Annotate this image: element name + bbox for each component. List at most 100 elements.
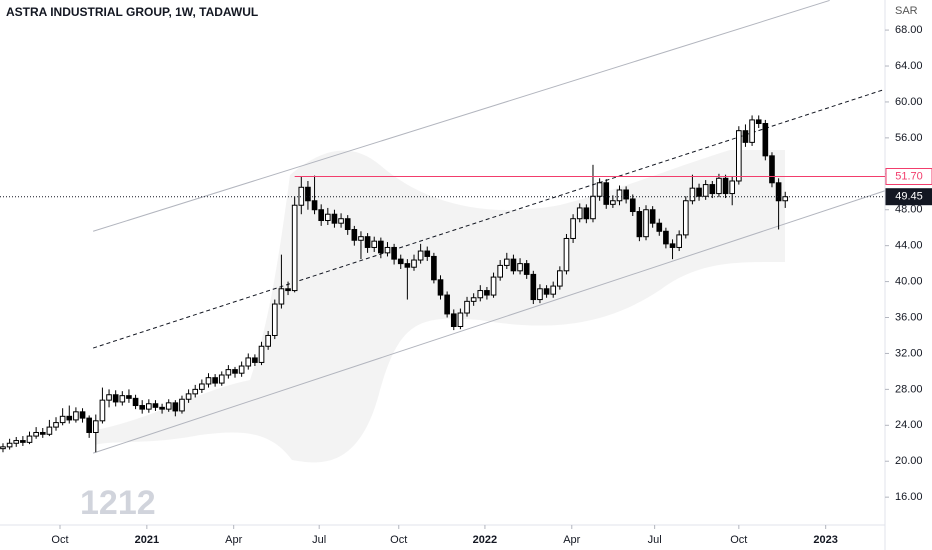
chart-title: ASTRA INDUSTRIAL GROUP, 1W, TADAWUL [6, 5, 258, 19]
candle-body [769, 155, 775, 184]
candle-body [351, 228, 358, 241]
candle-body [702, 184, 709, 197]
y-tick-label: 64.00 [895, 60, 923, 72]
candle-body [510, 258, 517, 272]
trend-line [92, 190, 885, 454]
candle-body [736, 130, 742, 182]
y-tick-label: 68.00 [895, 24, 923, 36]
candle-body [371, 240, 378, 248]
candle-body [152, 403, 159, 408]
candle-body [437, 279, 444, 296]
candle-body [431, 255, 437, 281]
candle-body [649, 209, 656, 224]
trend-line [92, 0, 830, 232]
candle-body [576, 207, 583, 220]
candle-body [709, 184, 716, 195]
y-tick-label: 44.00 [895, 240, 923, 252]
candle-body [159, 406, 165, 410]
candle-body [53, 422, 59, 428]
candle-body [563, 237, 570, 272]
candle-body [616, 189, 623, 202]
candle-body [6, 442, 13, 448]
candle-body [165, 402, 172, 410]
candle-body [669, 243, 676, 248]
candle-body [623, 189, 629, 200]
candle-body [112, 394, 119, 403]
candle-body [663, 230, 669, 245]
price-label: 51.70 [895, 170, 923, 182]
candle-body [258, 345, 265, 363]
candle-body [179, 398, 185, 412]
candle-body [285, 288, 291, 292]
candle-body [656, 222, 663, 232]
candle-body [245, 357, 252, 367]
candle-body [470, 297, 477, 302]
candle-body [172, 402, 179, 412]
candle-body [391, 246, 397, 260]
x-tick-label: Apr [563, 534, 580, 546]
y-tick-label: 16.00 [895, 491, 923, 503]
candle-body [530, 273, 537, 301]
y-tick-label: 20.00 [895, 455, 923, 467]
candle-body [126, 395, 132, 399]
y-tick-label: 32.00 [895, 347, 923, 359]
candle-body [397, 258, 404, 265]
price-label-box [885, 188, 932, 206]
candle-body [33, 431, 39, 437]
candle-body [132, 397, 139, 407]
candle-body [503, 258, 510, 266]
candle-body [218, 374, 225, 384]
candle-body [543, 288, 550, 295]
y-tick-label: 48.00 [895, 204, 923, 216]
candle-body [464, 300, 470, 314]
y-tick-label: 28.00 [895, 383, 923, 395]
candle-body [643, 209, 649, 238]
y-tick-label: 56.00 [895, 132, 923, 144]
candle-body [729, 180, 736, 195]
candle-body [364, 236, 371, 248]
candle-body [490, 276, 497, 296]
candle-body [775, 182, 782, 202]
candle-body [590, 195, 596, 220]
candle-body [344, 218, 351, 230]
candle-body [252, 357, 258, 363]
candle-body [212, 377, 218, 384]
candle-body [106, 394, 112, 401]
candle-body [411, 259, 417, 268]
x-tick-label: 2023 [813, 534, 837, 546]
price-label: 49.45 [895, 191, 923, 203]
candle-body [79, 411, 86, 419]
x-tick-label: 2021 [135, 534, 159, 546]
candle-body [324, 213, 331, 222]
candle-body [278, 288, 285, 305]
candle-body [749, 119, 755, 143]
candle-body [338, 218, 344, 224]
candle-body [318, 209, 325, 222]
candle-body [205, 377, 212, 385]
candle-body [722, 177, 729, 195]
candle-body [225, 369, 232, 376]
candle-body [232, 369, 238, 374]
candle-body [92, 420, 99, 433]
candle-body [742, 130, 749, 143]
candle-body [13, 440, 20, 444]
candle-body [762, 123, 769, 157]
y-tick-label: 36.00 [895, 311, 923, 323]
candle-body [26, 435, 33, 443]
candle-body [404, 263, 411, 268]
candle-body [20, 440, 26, 443]
x-tick-label: Jul [648, 534, 662, 546]
x-tick-label: Jul [312, 534, 326, 546]
candle-body [444, 294, 450, 315]
candle-body [46, 426, 53, 435]
candle-body [0, 446, 6, 450]
candle-body [146, 403, 152, 410]
candle-body [497, 264, 503, 278]
candle-body [66, 415, 73, 421]
candle-body [537, 288, 543, 301]
candle-body [59, 415, 66, 424]
candle-body [557, 270, 563, 287]
x-tick-label: 2022 [473, 534, 497, 546]
candle-body [603, 182, 610, 205]
